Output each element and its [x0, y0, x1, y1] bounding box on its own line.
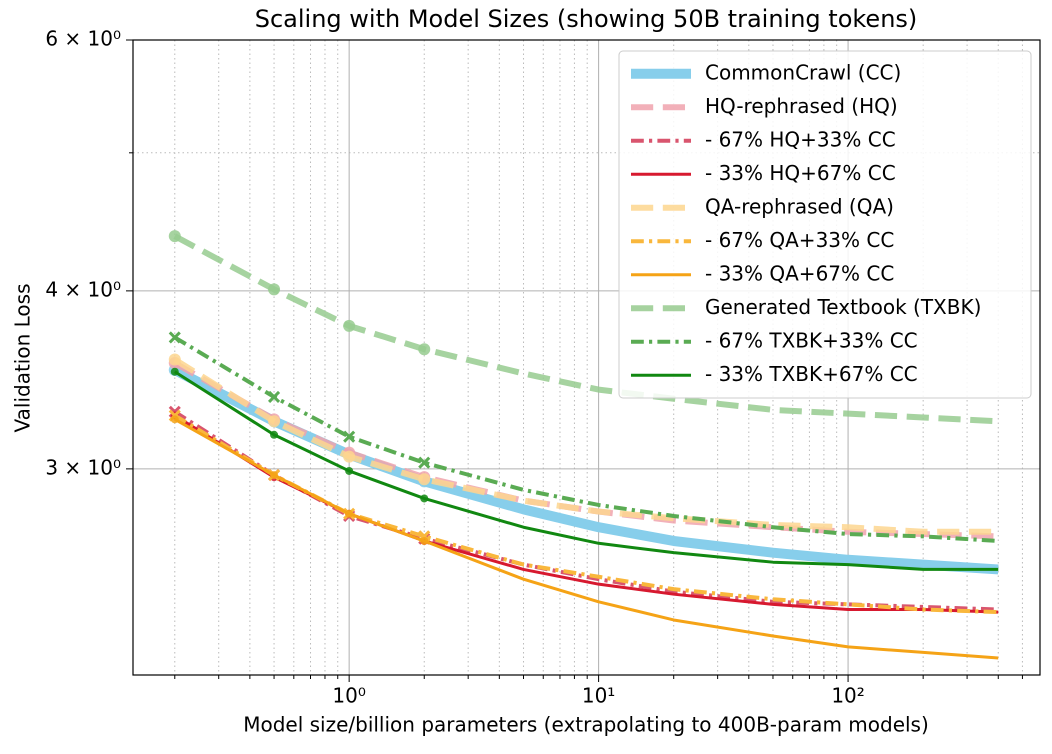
marker — [268, 415, 281, 428]
x-tick-label: 10² — [831, 684, 864, 708]
legend-label: CommonCrawl (CC) — [705, 60, 901, 84]
marker — [345, 509, 354, 518]
marker — [267, 390, 281, 403]
marker — [418, 456, 431, 469]
legend-label: Generated Textbook (TXBK) — [705, 295, 981, 319]
series-line — [173, 335, 999, 543]
series-line — [173, 370, 999, 571]
series-line — [173, 413, 999, 615]
legend-label: - 67% QA+33% CC — [705, 228, 894, 252]
marker — [168, 230, 181, 243]
legend-label: - 33% QA+67% CC — [705, 261, 894, 285]
y-tick-label: 6 × 10⁰ — [45, 27, 121, 51]
legend-label: HQ-rephrased (HQ) — [705, 94, 898, 118]
y-axis-label: Validation Loss — [11, 284, 35, 433]
marker — [420, 494, 429, 503]
legend-label: - 67% HQ+33% CC — [705, 127, 896, 151]
legend-label: - 33% HQ+67% CC — [705, 161, 896, 185]
legend-label: - 67% TXBK+33% CC — [705, 328, 918, 352]
legend-box — [618, 50, 1032, 399]
series-line — [173, 410, 999, 612]
marker — [270, 471, 279, 480]
chart-title: Scaling with Model Sizes (showing 50B tr… — [255, 5, 918, 33]
legend-label: QA-rephrased (QA) — [705, 194, 894, 218]
y-tick-label: 4 × 10⁰ — [45, 277, 121, 301]
plot-frame — [132, 39, 1041, 676]
marker — [270, 430, 279, 439]
legend-label: - 33% TXBK+67% CC — [705, 362, 918, 386]
y-tick-label: 3 × 10⁰ — [45, 455, 121, 479]
marker — [420, 536, 429, 545]
marker — [343, 430, 356, 443]
marker — [168, 353, 181, 366]
series-line — [174, 418, 999, 660]
marker — [343, 319, 356, 332]
marker — [418, 473, 431, 486]
x-axis-label: Model size/billion parameters (extrapola… — [243, 713, 929, 737]
x-tick-label: 10⁰ — [332, 684, 365, 708]
series-line — [173, 356, 999, 535]
marker — [418, 343, 431, 356]
marker — [343, 450, 356, 463]
marker — [268, 283, 281, 296]
marker — [168, 331, 181, 344]
marker — [170, 367, 179, 376]
x-tick-label: 10¹ — [582, 684, 615, 708]
marker — [345, 466, 354, 475]
series-line — [173, 233, 999, 425]
marker — [170, 415, 179, 424]
